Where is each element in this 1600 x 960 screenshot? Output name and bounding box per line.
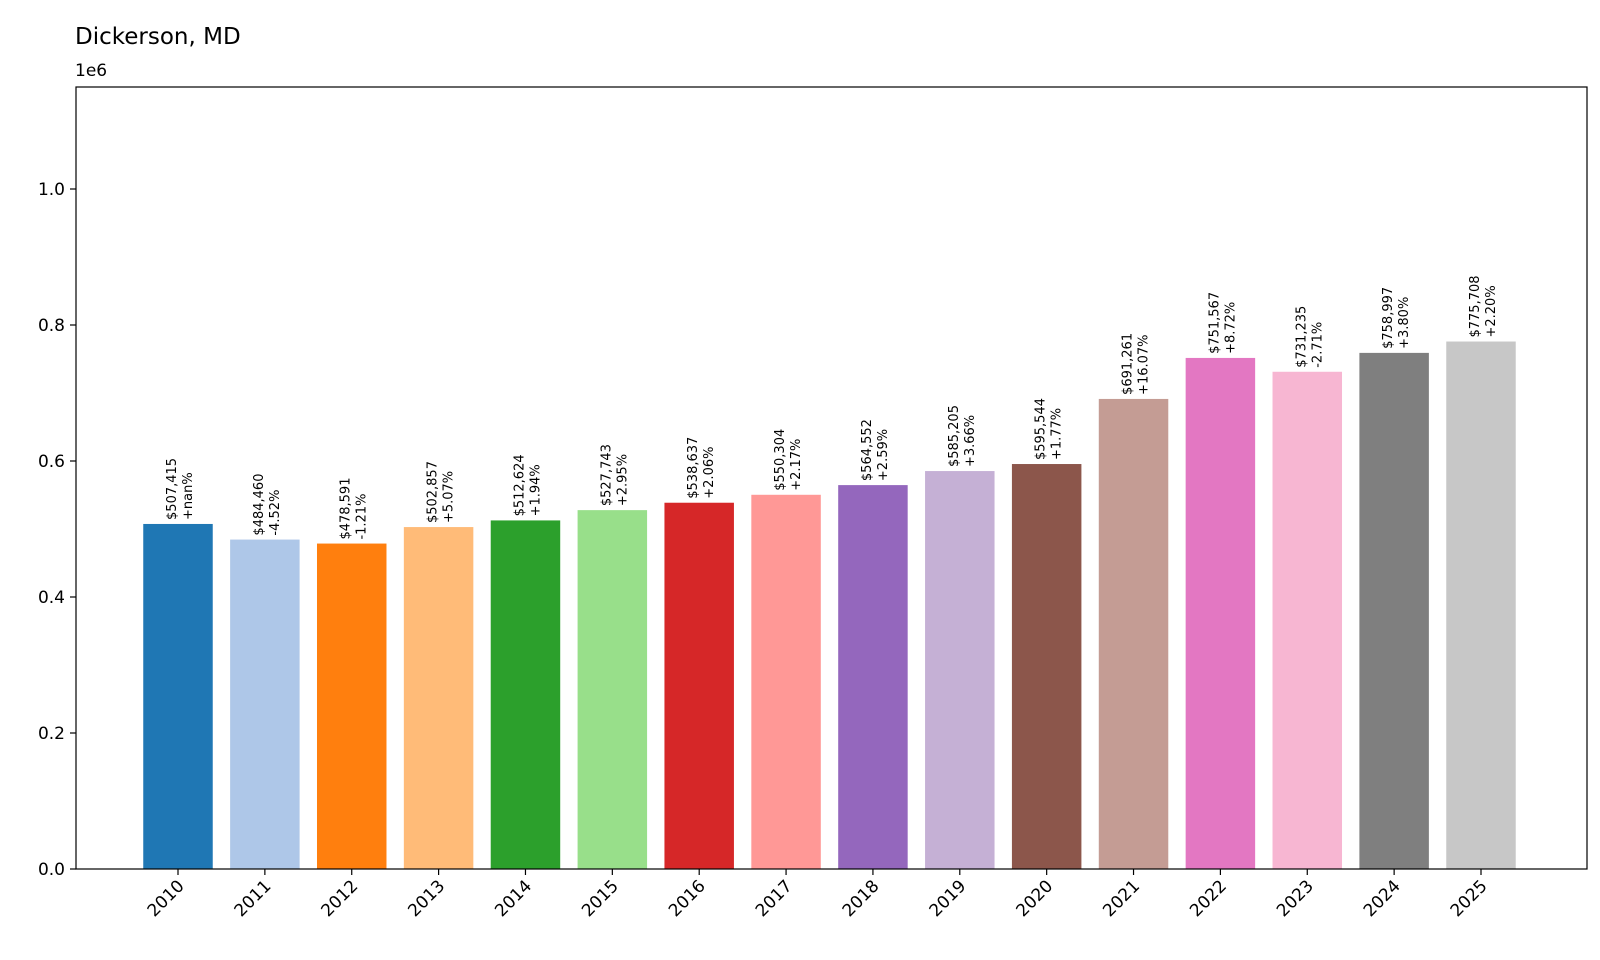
bar-value-label: $751,567 [1207, 292, 1222, 354]
bar-value-label: $585,205 [947, 405, 962, 467]
bar-2012 [316, 543, 387, 869]
bar-change-label: +1.94% [528, 464, 543, 516]
bar-change-label: -4.52% [268, 490, 283, 536]
bar-value-label: $502,857 [426, 461, 441, 523]
bar-value-label: $538,637 [686, 437, 701, 499]
bar-2018 [838, 485, 908, 869]
bar-2021 [1098, 398, 1169, 869]
y-axis-offset-label: 1e6 [75, 61, 107, 81]
y-tick-label: 0.2 [38, 724, 65, 744]
x-tick-label: 2015 [578, 876, 623, 921]
x-tick-label: 2014 [491, 876, 536, 921]
bar-change-label: +2.06% [702, 447, 717, 499]
y-tick-label: 0.4 [38, 588, 65, 608]
bar-value-label: $691,261 [1121, 333, 1136, 395]
bar-2020 [1011, 464, 1082, 869]
bar-value-label: $527,743 [599, 444, 614, 506]
bars-group [143, 341, 1516, 869]
bar-value-label: $484,460 [252, 474, 267, 536]
bar-2013 [403, 527, 474, 869]
chart-title: Dickerson, MD [75, 24, 241, 50]
bar-2022 [1185, 357, 1256, 869]
bar-2017 [751, 494, 821, 869]
bar-2019 [925, 471, 995, 869]
x-tick-label: 2011 [231, 876, 276, 921]
bar-change-label: +16.07% [1137, 334, 1152, 394]
x-tick-label: 2019 [926, 876, 971, 921]
x-tick-label: 2016 [665, 876, 710, 921]
bar-change-label: +2.95% [615, 454, 630, 506]
bar-2025 [1446, 341, 1516, 869]
x-tick-label: 2013 [404, 876, 449, 921]
bar-value-label: $550,304 [773, 429, 788, 491]
bar-2023 [1272, 371, 1343, 869]
y-tick-label: 0.0 [38, 860, 65, 880]
bar-2015 [577, 510, 648, 869]
bar-value-label: $564,552 [860, 419, 875, 481]
y-axis: 0.0 0.2 0.4 0.6 0.8 1.0 [38, 180, 76, 880]
bar-change-label: +5.07% [442, 471, 457, 523]
bar-change-label: +8.72% [1223, 302, 1238, 354]
bar-value-label: $595,544 [1034, 398, 1049, 460]
x-tick-label: 2020 [1012, 876, 1057, 921]
bar-2011 [230, 539, 300, 869]
bar-value-label: $758,997 [1381, 287, 1396, 349]
x-tick-label: 2010 [144, 876, 189, 921]
x-tick-label: 2021 [1099, 876, 1144, 921]
x-tick-label: 2025 [1447, 876, 1492, 921]
bar-value-label: $478,591 [339, 478, 354, 540]
bar-change-label: +3.80% [1397, 297, 1412, 349]
x-tick-label: 2017 [752, 876, 797, 921]
y-tick-label: 0.8 [38, 316, 65, 336]
x-tick-label: 2018 [839, 876, 884, 921]
y-tick-label: 1.0 [38, 180, 65, 200]
bar-value-label: $775,708 [1468, 275, 1483, 337]
bar-change-label: +2.17% [789, 439, 804, 491]
x-tick-label: 2023 [1273, 876, 1318, 921]
bar-change-label: +2.20% [1484, 285, 1499, 337]
bar-change-label: +1.77% [1050, 408, 1065, 460]
bar-value-label: $731,235 [1294, 306, 1309, 368]
bar-labels-group: $507,415 +nan% $484,460 -4.52% $478,591 -1.21… [165, 275, 1499, 539]
bar-change-label: +3.66% [963, 415, 978, 467]
bar-2014 [490, 520, 561, 869]
x-axis: 2010 2011 2012 2013 2014 2015 2016 2017 2018 2019… [144, 869, 1492, 921]
x-tick-label: 2012 [318, 876, 363, 921]
bar-2016 [664, 502, 734, 869]
x-tick-label: 2024 [1360, 876, 1405, 921]
bar-value-label: $512,624 [512, 454, 527, 516]
x-tick-label: 2022 [1186, 876, 1231, 921]
plot-area-frame [75, 86, 1588, 870]
bar-change-label: +nan% [181, 472, 196, 520]
bar-2010 [143, 523, 213, 869]
bar-change-label: -1.21% [355, 494, 370, 540]
bar-change-label: +2.59% [876, 429, 891, 481]
y-tick-label: 0.6 [38, 452, 65, 472]
bar-change-label: -2.71% [1310, 322, 1325, 368]
bar-2024 [1359, 352, 1429, 869]
bar-value-label: $507,415 [165, 458, 180, 520]
